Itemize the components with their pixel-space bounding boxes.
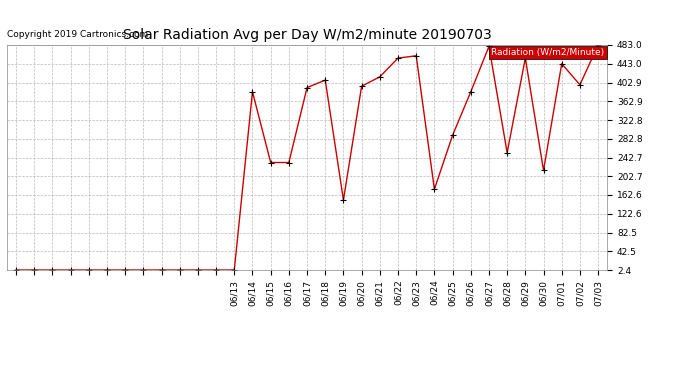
Text: Radiation (W/m2/Minute): Radiation (W/m2/Minute) [491, 48, 604, 57]
Title: Solar Radiation Avg per Day W/m2/minute 20190703: Solar Radiation Avg per Day W/m2/minute … [123, 28, 491, 42]
Text: Copyright 2019 Cartronics.com: Copyright 2019 Cartronics.com [7, 30, 148, 39]
